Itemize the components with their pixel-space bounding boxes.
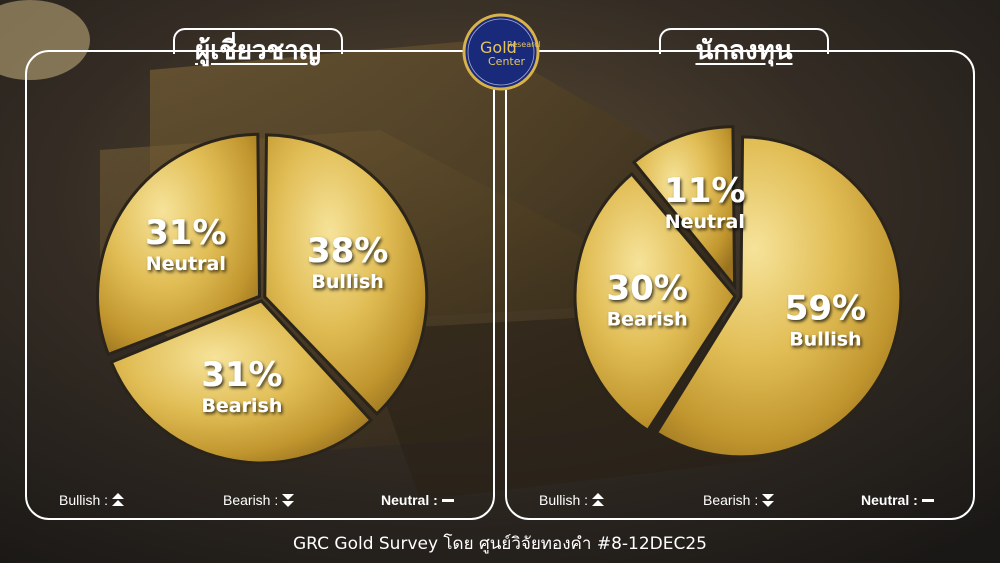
double-down-arrow-icon — [282, 494, 295, 507]
legend-bearish-label: Bearish : — [703, 492, 759, 508]
legend-bearish: Bearish : — [703, 488, 775, 512]
legend-neutral-label: Neutral : — [381, 492, 438, 508]
investors-pie: 59%Bullish 30%Bearish 11%Neutral — [573, 125, 903, 459]
dash-icon — [921, 499, 934, 502]
pie-value-label: 11% — [664, 171, 745, 211]
experts-panel: ผู้เชี่ยวชาญ Bullish : Bearish : Neutral… — [25, 28, 495, 520]
pie-value-label: 30% — [606, 269, 687, 309]
pie-value-label: 59% — [785, 288, 866, 328]
double-up-arrow-icon — [592, 493, 605, 506]
pie-category-label: Bullish — [311, 271, 383, 293]
pie-slice-bullish — [654, 135, 903, 459]
legend-bearish: Bearish : — [223, 488, 295, 512]
pie-value-label: 38% — [307, 231, 388, 271]
pie-category-label: Bearish — [201, 395, 282, 417]
pie-slice-neutral — [96, 132, 262, 357]
pie-category-label: Bearish — [607, 309, 688, 331]
logo-line1: Gold — [480, 38, 517, 57]
pie-category-label: Neutral — [665, 211, 745, 233]
dash-icon — [441, 499, 454, 502]
pie-slice-bearish — [109, 299, 374, 465]
pie-category-label: Bullish — [789, 328, 861, 350]
pie-value-label: 31% — [201, 355, 282, 395]
footer-caption: GRC Gold Survey โดย ศูนย์วิจัยทองคำ #8-1… — [292, 534, 708, 554]
experts-title-frame — [173, 28, 343, 54]
investors-title: นักลงทุน — [695, 35, 793, 66]
legend-bearish-label: Bearish : — [223, 492, 279, 508]
legend-bullish: Bullish : — [59, 488, 125, 512]
double-down-arrow-icon — [762, 494, 775, 507]
legend-bullish-label: Bullish : — [59, 492, 109, 508]
pie-category-label: Neutral — [146, 253, 226, 275]
legend-bullish-label: Bullish : — [539, 492, 589, 508]
pie-slice-neutral — [631, 125, 737, 291]
logo-line3: Center — [488, 55, 526, 68]
experts-legend: Bullish : Bearish : Neutral : — [27, 488, 493, 512]
legend-neutral: Neutral : — [861, 488, 935, 512]
double-up-arrow-icon — [112, 493, 125, 506]
experts-title: ผู้เชี่ยวชาญ — [194, 35, 321, 66]
legend-neutral: Neutral : — [381, 488, 455, 512]
investors-legend: Bullish : Bearish : Neutral : — [507, 488, 973, 512]
pie-slice-bearish — [573, 171, 737, 433]
legend-neutral-label: Neutral : — [861, 492, 918, 508]
pie-value-label: 31% — [145, 213, 226, 253]
pie-slice-bullish — [263, 133, 429, 416]
grc-logo: Gold Research Center — [462, 13, 540, 91]
legend-bullish: Bullish : — [539, 488, 605, 512]
investors-title-frame — [659, 28, 829, 54]
logo-line2: Research — [507, 40, 540, 49]
investors-panel: นักลงทุน Bullish : Bearish : Neutral : — [505, 28, 975, 520]
